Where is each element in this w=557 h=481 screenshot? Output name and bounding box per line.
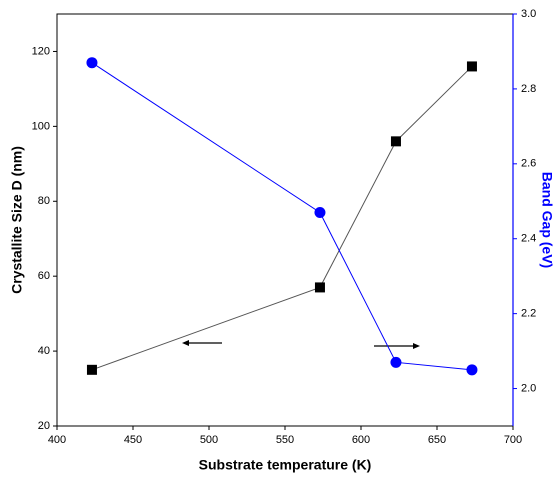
y2-tick-label: 2.8 — [521, 83, 536, 95]
arrow-left-head — [182, 340, 189, 346]
square-marker — [390, 136, 401, 147]
square-marker — [86, 364, 97, 375]
y-tick-label: 20 — [38, 420, 50, 432]
x-tick-label: 650 — [428, 434, 446, 446]
y-tick-label: 120 — [32, 45, 50, 57]
y2-tick-label: 2.4 — [521, 233, 536, 245]
y-axis-label: Crystallite Size D (nm) — [9, 146, 25, 294]
circle-marker — [466, 364, 478, 376]
x-tick-label: 500 — [200, 434, 218, 446]
square-marker — [466, 61, 477, 72]
x-axis-label: Substrate temperature (K) — [199, 457, 372, 473]
plot-frame — [56, 13, 514, 427]
y2-tick-label: 2.6 — [521, 158, 536, 170]
y-tick-label: 80 — [38, 195, 50, 207]
x-tick-label: 400 — [48, 434, 66, 446]
circle-marker — [86, 57, 98, 69]
circle-marker — [314, 207, 326, 219]
circle-marker — [390, 356, 402, 368]
y-tick-label: 100 — [32, 120, 50, 132]
x-tick-label: 550 — [276, 434, 294, 446]
x-tick-label: 450 — [124, 434, 142, 446]
y2-tick-label: 2.0 — [521, 382, 536, 394]
series-line — [91, 66, 473, 371]
x-tick-label: 600 — [352, 434, 370, 446]
y2-tick-label: 3.0 — [521, 8, 536, 20]
y-tick-label: 60 — [38, 270, 50, 282]
square-marker — [314, 282, 325, 293]
y2-axis-label: Band Gap (eV) — [539, 172, 555, 268]
y2-tick-label: 2.2 — [521, 308, 536, 320]
series-line — [91, 62, 473, 371]
x-tick-label: 700 — [504, 434, 522, 446]
y-tick-label: 40 — [38, 345, 50, 357]
arrow-right-head — [413, 343, 420, 349]
